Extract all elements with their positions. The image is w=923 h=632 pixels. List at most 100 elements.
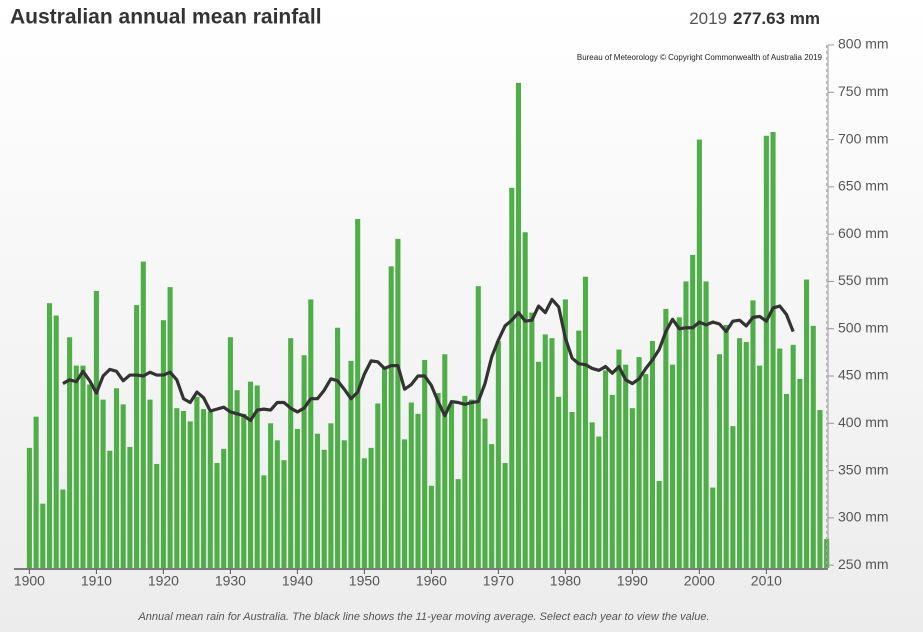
x-tick-label: 1950: [349, 573, 380, 589]
bar: [522, 232, 528, 568]
bar: [690, 254, 696, 568]
bar: [201, 409, 207, 568]
bar: [395, 238, 401, 568]
bar: [113, 388, 120, 568]
bar: [80, 365, 86, 568]
bar: [482, 418, 488, 568]
bar: [167, 287, 173, 568]
bar: [207, 411, 213, 568]
bar: [670, 364, 676, 568]
bar: [234, 390, 240, 568]
bar: [140, 261, 146, 568]
bar: [442, 354, 448, 568]
bar: [428, 485, 434, 568]
bar: [127, 446, 133, 568]
bar: [361, 458, 367, 568]
bar: [663, 308, 669, 568]
bar: [73, 365, 79, 568]
x-tick-label: 1930: [215, 573, 246, 589]
bar: [797, 378, 803, 568]
bar: [368, 447, 374, 568]
y-tick-label: 700 mm: [838, 130, 889, 146]
bar: [609, 394, 615, 568]
bar: [174, 408, 180, 568]
bar: [649, 341, 656, 568]
chart-title: Australian annual mean rainfall: [10, 6, 322, 29]
bar: [495, 341, 501, 568]
bar: [515, 82, 522, 568]
bar: [783, 393, 790, 568]
y-tick-label: 300 mm: [838, 509, 889, 525]
bar: [221, 448, 227, 568]
bar: [757, 365, 763, 568]
bar: [549, 338, 555, 568]
bar: [824, 539, 830, 568]
bar: [120, 404, 126, 568]
x-tick-label: 1990: [617, 573, 648, 589]
bar: [462, 395, 468, 568]
bar: [53, 315, 59, 568]
bar: [288, 338, 294, 568]
bar: [743, 341, 749, 568]
bar: [381, 367, 388, 568]
bar: [737, 338, 743, 568]
bar: [46, 303, 53, 568]
latest-label: 277.63 mm: [733, 9, 820, 28]
x-tick-label: 2000: [684, 573, 715, 589]
bar: [475, 286, 481, 568]
bar: [348, 360, 354, 568]
bar: [716, 354, 723, 568]
bar: [254, 385, 260, 568]
bar: [582, 276, 589, 568]
y-tick-label: 250 mm: [838, 556, 889, 572]
bar: [261, 475, 267, 568]
bar: [268, 423, 274, 568]
bar: [542, 334, 548, 568]
bar: [696, 139, 702, 568]
bar: [308, 299, 314, 568]
source-note: Bureau of Meteorology © Copyright Common…: [577, 53, 823, 62]
bar: [616, 349, 622, 568]
x-tick-label: 2010: [751, 573, 782, 589]
x-tick-label: 1910: [81, 573, 112, 589]
x-tick-label: 1920: [148, 573, 179, 589]
bar: [763, 135, 769, 568]
bar: [147, 399, 153, 568]
bar: [388, 266, 394, 568]
bar: [777, 348, 783, 568]
y-tick-label: 550 mm: [838, 272, 889, 288]
y-tick-label: 750 mm: [838, 83, 889, 99]
x-tick-label: 1940: [282, 573, 313, 589]
bar: [247, 381, 254, 568]
bar: [87, 384, 93, 568]
bar: [227, 337, 233, 568]
latest-value: 2019 277.63 mm: [689, 9, 820, 28]
bar: [134, 305, 140, 568]
y-tick-label: 500 mm: [838, 319, 889, 335]
bar: [509, 187, 515, 568]
bar: [817, 410, 823, 568]
bar: [294, 428, 300, 568]
bar: [402, 439, 408, 568]
bar: [341, 440, 347, 568]
bar: [335, 327, 341, 568]
x-tick-label: 1960: [416, 573, 447, 589]
y-tick-label: 350 mm: [838, 461, 889, 477]
bar: [810, 325, 816, 568]
bar: [328, 423, 334, 568]
bar: [790, 344, 796, 568]
bar: [804, 279, 810, 568]
bar: [321, 449, 327, 568]
bar: [703, 281, 709, 568]
bar: [569, 411, 575, 568]
y-tick-label: 650 mm: [838, 178, 889, 194]
bar: [656, 480, 662, 568]
x-tick-label: 1900: [14, 573, 45, 589]
bar: [107, 450, 113, 568]
bar: [750, 300, 756, 568]
bar: [93, 290, 99, 568]
bar: [502, 463, 508, 568]
bar: [770, 132, 776, 569]
bar: [723, 324, 729, 568]
